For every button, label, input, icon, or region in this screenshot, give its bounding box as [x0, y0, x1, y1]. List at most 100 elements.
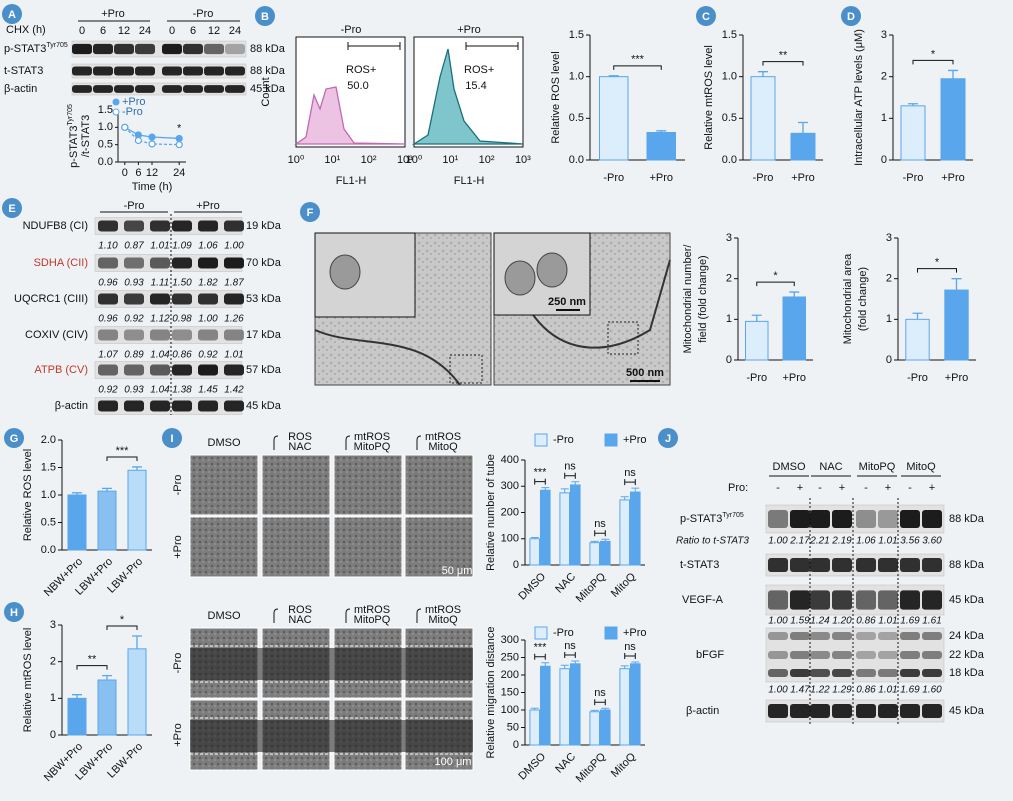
blot-band: [922, 669, 942, 677]
row-label-main: p-STAT3: [680, 513, 722, 525]
blot-band: [790, 703, 810, 719]
bar: [944, 289, 969, 361]
y-axis-label-line: field (fold change): [697, 255, 709, 342]
column-label: DMSO: [773, 461, 806, 473]
ratio-label: 1.01: [150, 241, 169, 252]
y-tick-label: 0.5: [569, 112, 584, 124]
panel-letter: E: [8, 203, 15, 215]
legend-label: -Pro: [553, 434, 574, 446]
row-label: β-actin: [686, 705, 719, 717]
blot-band: [922, 557, 942, 573]
error-bar: [590, 709, 599, 712]
blot-band: [790, 557, 810, 573]
blot-band: [98, 364, 118, 376]
panel-badge: [4, 428, 24, 448]
bar: [599, 76, 629, 161]
x-tick-label: 24: [173, 167, 185, 179]
blot-band: [124, 364, 144, 376]
blot-band: [198, 220, 218, 232]
blot-band: [183, 66, 203, 76]
row-label: β-actin: [4, 83, 37, 95]
blot-band: [922, 651, 942, 659]
x-tick-label: 10⁰: [288, 154, 305, 166]
gate-value: 15.4: [465, 80, 486, 92]
panel-badge: [696, 6, 716, 26]
bar: [539, 489, 551, 566]
bracket: [912, 59, 954, 65]
ratio-label: 1.00: [768, 536, 788, 547]
ratio-label: 1.00: [198, 314, 218, 325]
y-tick-label: 0.0: [722, 154, 737, 166]
bracket: [624, 479, 636, 486]
legend-marker: [112, 108, 120, 116]
ratio-caption: Ratio to t-STAT3: [676, 536, 749, 547]
y-tick-label: 250: [501, 651, 519, 663]
bar: [127, 648, 147, 736]
blot-strip: [94, 326, 243, 344]
kda-label: 45 kDa: [949, 705, 985, 717]
bar: [539, 665, 551, 746]
panel-letter: D: [847, 11, 855, 23]
panel-letter: C: [702, 11, 710, 23]
blot-band: [162, 85, 182, 93]
y-tick-label: 2: [886, 273, 892, 285]
lane-label: 24: [139, 25, 151, 37]
significance: ns: [564, 640, 576, 652]
blot-band: [98, 329, 118, 341]
blot-band: [93, 66, 113, 76]
row-label-sup: Tyr705: [722, 512, 744, 519]
ratio-label: 0.89: [124, 350, 144, 361]
y-tick-label: 1.5: [98, 104, 113, 116]
ratio-label: 1.59: [790, 616, 810, 627]
ratio-label: 1.45: [198, 385, 218, 396]
ratio-label: 1.12: [150, 314, 170, 325]
blot-band: [172, 364, 192, 376]
line: [124, 126, 180, 140]
error-bar: [541, 487, 550, 491]
blot-band: [856, 590, 876, 610]
column-label: MitoQ: [428, 441, 458, 453]
plot-title: +Pro: [457, 24, 481, 36]
ratio-label: 1.61: [922, 616, 941, 627]
column-label: MitoQ: [906, 461, 936, 473]
row-label: SDHA (CII): [34, 257, 88, 269]
blot-band: [922, 632, 942, 640]
bar: [599, 540, 611, 566]
blot-band: [810, 510, 830, 528]
blot-band: [98, 220, 118, 232]
arrow-icon: [416, 435, 422, 450]
y-axis-label: Count: [260, 77, 272, 106]
bar: [646, 132, 676, 161]
ratio-label: 1.10: [98, 241, 118, 252]
blot-band: [162, 43, 182, 55]
micrograph: [189, 454, 259, 516]
y-tick-label: 0: [726, 354, 732, 366]
blot-band: [810, 590, 830, 610]
bracket: [594, 530, 606, 537]
y-axis-label: Relative ROS level: [550, 51, 562, 143]
blot-band: [172, 293, 192, 305]
y-tick-label: 3: [50, 619, 56, 631]
blot-band: [790, 651, 810, 659]
y-axis-label-main: p-STAT3: [68, 126, 80, 168]
histogram: [293, 86, 407, 145]
blot-band: [856, 510, 876, 528]
y-tick-label: 2: [726, 273, 732, 285]
row-label: UQCRC1 (CIII): [14, 293, 88, 305]
bracket: [624, 653, 636, 660]
blot-band: [204, 66, 224, 76]
blot-band: [832, 632, 852, 640]
legend-swatch: [534, 433, 548, 447]
x-axis-label: Time (h): [132, 181, 173, 193]
wound-gap: [190, 648, 473, 680]
ratio-label: 1.50: [172, 278, 192, 289]
bar: [745, 320, 769, 361]
blot-band: [124, 220, 144, 232]
y-tick-label: 50: [507, 721, 519, 733]
arrow-icon: [345, 608, 351, 623]
bar: [559, 668, 571, 746]
row-label: VEGF-A: [682, 594, 724, 606]
blot-band: [150, 364, 170, 376]
row-label: +Pro: [172, 723, 184, 747]
significance: ns: [624, 467, 636, 479]
